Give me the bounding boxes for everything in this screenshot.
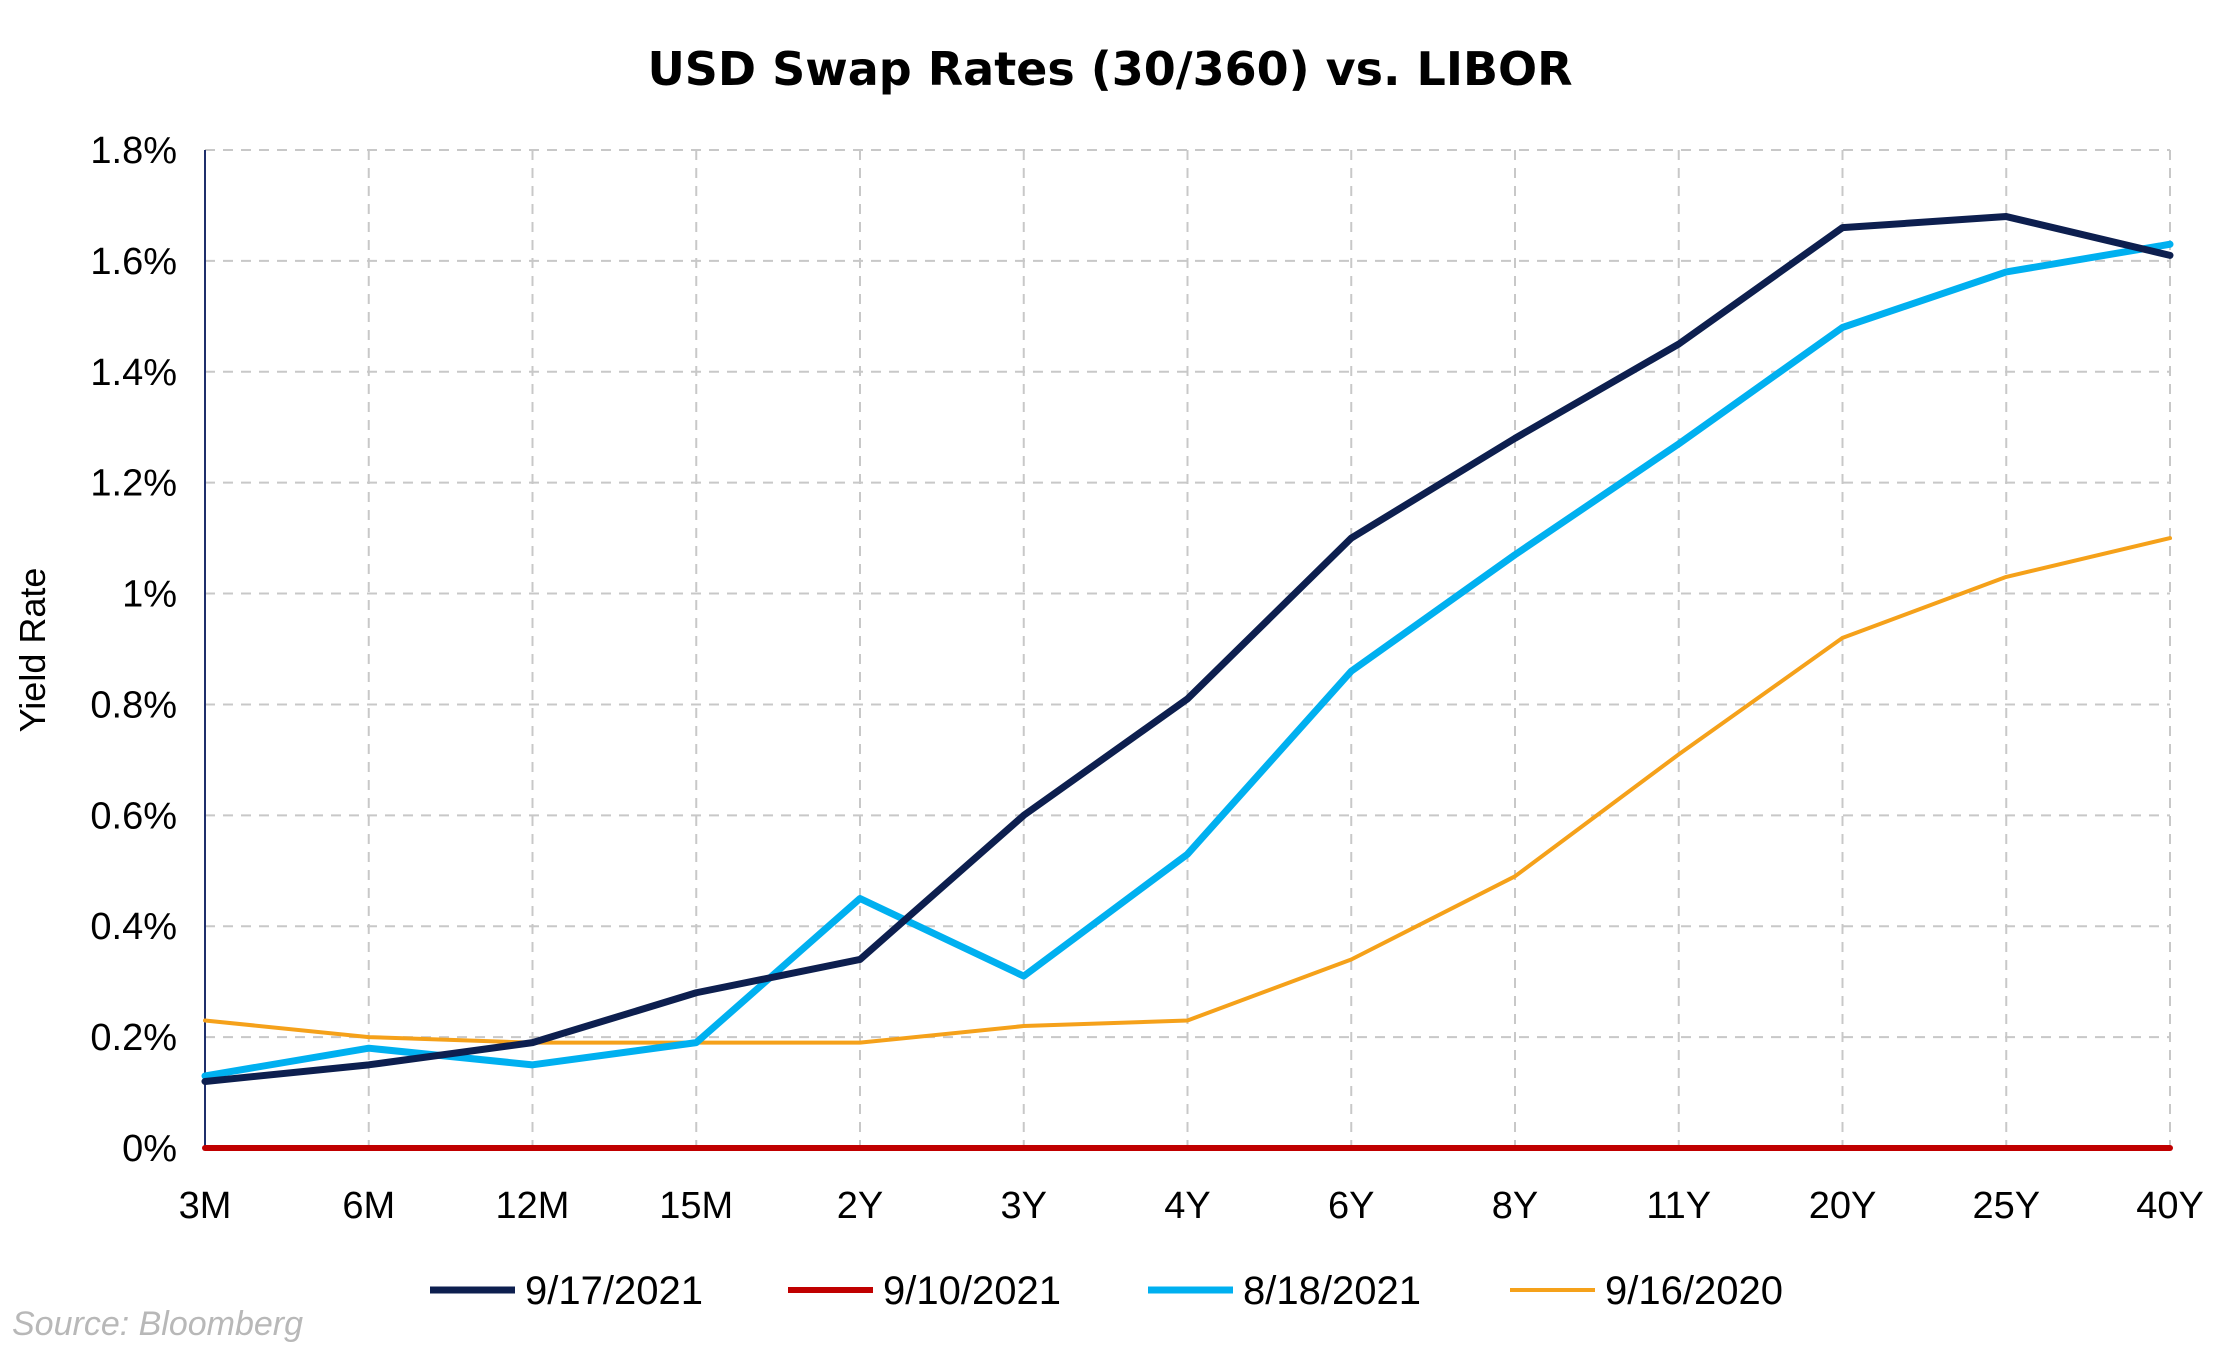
series-lines [201, 213, 2174, 1151]
y-tick-label-5: 1% [122, 574, 177, 616]
legend-label-1: 9/10/2021 [883, 1269, 1061, 1313]
x-tick-label-10: 20Y [1809, 1185, 1877, 1227]
x-tick-label-12: 40Y [2136, 1185, 2204, 1227]
y-tick-label-3: 0.6% [90, 795, 177, 837]
x-tick-label-1: 6M [342, 1185, 395, 1227]
x-tick-labels: 3M 6M 12M 15M 2Y 3Y 4Y 6Y 8Y 11Y 20Y 25Y 40Y [179, 1185, 2204, 1227]
x-tick-label-4: 2Y [837, 1185, 883, 1227]
x-tick-label-11: 25Y [1972, 1185, 2040, 1227]
y-tick-label-0: 0% [122, 1128, 177, 1170]
y-tick-label-6: 1.2% [90, 463, 177, 505]
legend-label-0: 9/17/2021 [525, 1269, 703, 1313]
y-tick-label-4: 0.8% [90, 684, 177, 726]
x-tick-label-0: 3M [179, 1185, 232, 1227]
grid-lines [205, 149, 2171, 1148]
y-tick-label-7: 1.4% [90, 352, 177, 394]
x-tick-label-3: 15M [659, 1185, 733, 1227]
legend-label-3: 9/16/2020 [1605, 1269, 1783, 1313]
y-tick-label-8: 1.6% [90, 241, 177, 283]
series-line-0 [201, 213, 2174, 1085]
y-tick-labels: 0% 0.2% 0.4% 0.6% 0.8% 1% 1.2% 1.4% 1.6% 1.8% [90, 130, 177, 1170]
x-tick-label-8: 8Y [1492, 1185, 1538, 1227]
chart-title: USD Swap Rates (30/360) vs. LIBOR [647, 42, 1572, 96]
x-tick-label-5: 3Y [1001, 1185, 1047, 1227]
source-note: Source: Bloomberg [12, 1305, 303, 1343]
x-tick-label-6: 4Y [1164, 1185, 1210, 1227]
y-tick-label-9: 1.8% [90, 130, 177, 172]
y-axis-label: Yield Rate [12, 568, 53, 733]
x-tick-label-9: 11Y [1646, 1185, 1711, 1227]
y-tick-label-2: 0.4% [90, 906, 177, 948]
y-tick-label-1: 0.2% [90, 1017, 177, 1059]
series-line-2 [201, 240, 2174, 1080]
x-tick-label-2: 12M [496, 1185, 570, 1227]
legend: 9/17/2021 9/10/2021 8/18/2021 9/16/2020 [430, 1269, 1783, 1313]
legend-label-2: 8/18/2021 [1243, 1269, 1421, 1313]
x-tick-label-7: 6Y [1328, 1185, 1374, 1227]
